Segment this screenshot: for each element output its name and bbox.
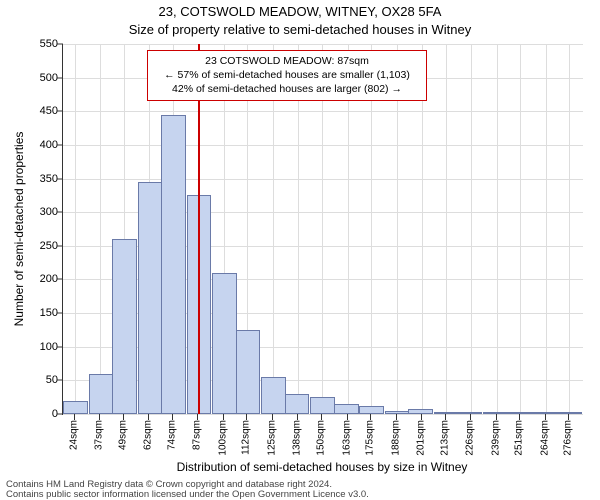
y-tick-label: 550 xyxy=(18,38,58,50)
x-tick-label: 125sqm xyxy=(266,420,277,456)
y-tick-label: 400 xyxy=(18,139,58,151)
histogram-bar xyxy=(89,374,114,414)
v-gridline xyxy=(569,44,570,414)
histogram-bar xyxy=(285,394,310,414)
histogram-bar xyxy=(334,404,359,414)
x-tick-label: 37sqm xyxy=(94,420,105,450)
x-tick-label: 74sqm xyxy=(166,420,177,450)
histogram-bar xyxy=(212,273,237,414)
histogram-bar xyxy=(236,330,261,414)
x-tick-label: 62sqm xyxy=(143,420,154,450)
x-tick-label: 264sqm xyxy=(539,420,550,456)
chart-container: 23, COTSWOLD MEADOW, WITNEY, OX28 5FA Si… xyxy=(0,0,600,500)
v-gridline xyxy=(100,44,101,414)
y-tick-label: 150 xyxy=(18,307,58,319)
v-gridline xyxy=(520,44,521,414)
x-tick-label: 24sqm xyxy=(68,420,79,450)
x-tick-label: 87sqm xyxy=(192,420,203,450)
annotation-line3: 42% of semi-detached houses are larger (… xyxy=(154,82,420,96)
y-tick-label: 500 xyxy=(18,72,58,84)
histogram-bar xyxy=(161,115,186,414)
annotation-line2: ← 57% of semi-detached houses are smalle… xyxy=(154,68,420,82)
v-gridline xyxy=(75,44,76,414)
x-tick-label: 112sqm xyxy=(241,420,252,455)
plot-area: 23 COTSWOLD MEADOW: 87sqm← 57% of semi-d… xyxy=(62,44,583,415)
y-tick-label: 0 xyxy=(18,408,58,420)
x-tick-label: 251sqm xyxy=(514,420,525,456)
y-tick-label: 300 xyxy=(18,206,58,218)
y-tick-label: 50 xyxy=(18,374,58,386)
v-gridline xyxy=(446,44,447,414)
attribution-footer: Contains HM Land Registry data © Crown c… xyxy=(6,480,369,500)
histogram-bar xyxy=(112,239,137,414)
x-tick-label: 150sqm xyxy=(316,420,327,456)
y-tick-label: 350 xyxy=(18,173,58,185)
x-tick-label: 188sqm xyxy=(390,420,401,456)
x-tick-label: 201sqm xyxy=(416,420,427,456)
y-axis-ticks: 050100150200250300350400450500550 xyxy=(0,44,62,414)
y-tick-label: 250 xyxy=(18,240,58,252)
x-tick-label: 213sqm xyxy=(439,420,450,456)
histogram-bar xyxy=(310,397,335,414)
x-tick-label: 226sqm xyxy=(465,420,476,456)
x-tick-label: 138sqm xyxy=(292,420,303,456)
histogram-bar xyxy=(63,401,88,414)
annotation-line1: 23 COTSWOLD MEADOW: 87sqm xyxy=(154,54,420,68)
v-gridline xyxy=(471,44,472,414)
v-gridline xyxy=(497,44,498,414)
x-tick-label: 175sqm xyxy=(365,420,376,456)
x-tick-label: 100sqm xyxy=(217,420,228,456)
histogram-bar xyxy=(261,377,286,414)
x-tick-label: 276sqm xyxy=(563,420,574,456)
x-tick-label: 163sqm xyxy=(341,420,352,456)
y-tick-label: 450 xyxy=(18,105,58,117)
x-axis-label: Distribution of semi-detached houses by … xyxy=(62,460,582,474)
y-tick-label: 200 xyxy=(18,273,58,285)
annotation-box: 23 COTSWOLD MEADOW: 87sqm← 57% of semi-d… xyxy=(147,50,427,101)
chart-title-description: Size of property relative to semi-detach… xyxy=(0,22,600,37)
chart-title-address: 23, COTSWOLD MEADOW, WITNEY, OX28 5FA xyxy=(0,4,600,19)
v-gridline xyxy=(546,44,547,414)
histogram-bar xyxy=(138,182,163,414)
y-tick-label: 100 xyxy=(18,341,58,353)
histogram-bar xyxy=(359,406,384,414)
x-tick-label: 239sqm xyxy=(490,420,501,456)
x-tick-label: 49sqm xyxy=(117,420,128,450)
footer-line-2: Contains public sector information licen… xyxy=(6,490,369,500)
